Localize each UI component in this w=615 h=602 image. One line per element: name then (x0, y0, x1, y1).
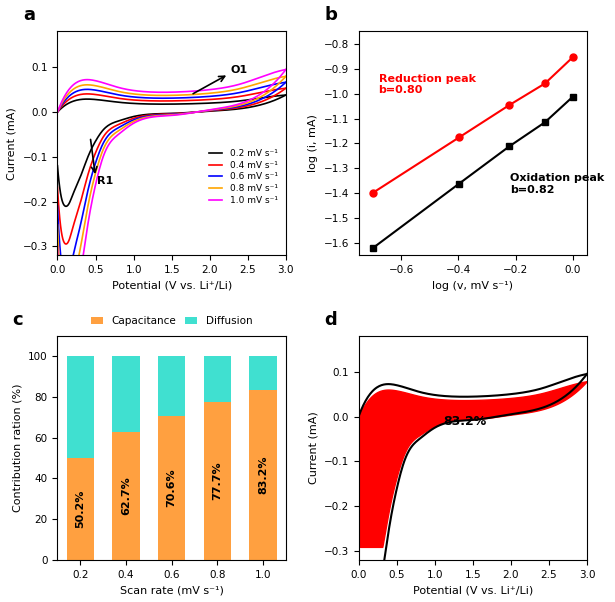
1.0 mV s⁻¹ (282, 66, 290, 73)
0.2 mV s⁻¹ (189, 100, 197, 107)
0.6 mV s⁻¹ (54, 108, 61, 116)
0.6 mV s⁻¹ (189, 94, 196, 101)
Bar (249, 391, 277, 560)
0.4 mV s⁻¹ (261, 88, 268, 95)
1.0 mV s⁻¹ (261, 72, 268, 79)
0.2 mV s⁻¹ (261, 94, 268, 101)
Bar (249, 356, 277, 391)
Text: 70.6%: 70.6% (167, 468, 177, 507)
Line: 1.0 mV s⁻¹: 1.0 mV s⁻¹ (57, 69, 286, 112)
0.4 mV s⁻¹ (55, 107, 62, 114)
0.2 mV s⁻¹ (282, 92, 290, 99)
X-axis label: Potential (V vs. Li⁺/Li): Potential (V vs. Li⁺/Li) (413, 585, 533, 595)
Text: 83.2%: 83.2% (443, 415, 487, 429)
Text: Reduction peak
b=0.80: Reduction peak b=0.80 (379, 74, 475, 95)
Bar (158, 416, 185, 560)
Line: 0.6 mV s⁻¹: 0.6 mV s⁻¹ (57, 82, 286, 112)
0.2 mV s⁻¹ (194, 100, 201, 107)
Bar (204, 356, 231, 402)
1.0 mV s⁻¹ (55, 107, 62, 114)
0.4 mV s⁻¹ (189, 97, 196, 104)
X-axis label: log (v, mV s⁻¹): log (v, mV s⁻¹) (432, 281, 514, 291)
1.0 mV s⁻¹ (189, 87, 197, 95)
Bar (158, 356, 185, 416)
0.4 mV s⁻¹ (194, 96, 201, 104)
Line: 0.4 mV s⁻¹: 0.4 mV s⁻¹ (57, 88, 286, 112)
0.8 mV s⁻¹ (246, 82, 253, 90)
Text: Oxidation peak
b=0.82: Oxidation peak b=0.82 (510, 173, 604, 195)
0.6 mV s⁻¹ (55, 107, 62, 114)
0.4 mV s⁻¹ (246, 91, 253, 98)
Legend: 0.2 mV s⁻¹, 0.4 mV s⁻¹, 0.6 mV s⁻¹, 0.8 mV s⁻¹, 1.0 mV s⁻¹: 0.2 mV s⁻¹, 0.4 mV s⁻¹, 0.6 mV s⁻¹, 0.8 … (205, 146, 281, 208)
0.4 mV s⁻¹ (282, 85, 290, 92)
0.2 mV s⁻¹ (189, 100, 196, 107)
X-axis label: Potential (V vs. Li⁺/Li): Potential (V vs. Li⁺/Li) (111, 281, 232, 291)
Bar (113, 432, 140, 560)
0.6 mV s⁻¹ (282, 79, 290, 86)
Legend: Capacitance, Diffusion: Capacitance, Diffusion (87, 312, 256, 330)
Text: 50.2%: 50.2% (75, 489, 85, 528)
0.2 mV s⁻¹ (55, 108, 62, 115)
1.0 mV s⁻¹ (246, 77, 253, 84)
0.8 mV s⁻¹ (261, 78, 268, 85)
Y-axis label: Current (mA): Current (mA) (308, 412, 318, 484)
0.6 mV s⁻¹ (194, 93, 201, 101)
Y-axis label: log (i, mA): log (i, mA) (308, 114, 318, 172)
Text: b: b (324, 6, 337, 24)
Line: 0.2 mV s⁻¹: 0.2 mV s⁻¹ (57, 95, 286, 112)
Text: c: c (12, 311, 22, 329)
1.0 mV s⁻¹ (194, 87, 201, 95)
Text: 77.7%: 77.7% (212, 461, 222, 500)
Text: R1: R1 (97, 176, 113, 185)
Bar (66, 356, 94, 458)
0.8 mV s⁻¹ (55, 107, 62, 114)
Bar (204, 402, 231, 560)
Text: 83.2%: 83.2% (258, 456, 268, 494)
X-axis label: Scan rate (mV s⁻¹): Scan rate (mV s⁻¹) (120, 585, 224, 595)
0.8 mV s⁻¹ (282, 73, 290, 80)
1.0 mV s⁻¹ (54, 108, 61, 116)
0.8 mV s⁻¹ (54, 108, 61, 116)
Y-axis label: Current (mA): Current (mA) (7, 107, 17, 180)
0.6 mV s⁻¹ (246, 87, 253, 94)
Text: 62.7%: 62.7% (121, 477, 131, 515)
Bar (66, 458, 94, 560)
Bar (113, 356, 140, 432)
0.4 mV s⁻¹ (54, 108, 61, 116)
Line: 0.8 mV s⁻¹: 0.8 mV s⁻¹ (57, 76, 286, 112)
Text: O1: O1 (230, 65, 247, 75)
1.0 mV s⁻¹ (189, 87, 196, 95)
0.2 mV s⁻¹ (246, 96, 253, 103)
0.4 mV s⁻¹ (189, 97, 197, 104)
Text: d: d (324, 311, 337, 329)
Y-axis label: Contribution ration (%): Contribution ration (%) (12, 383, 23, 512)
0.6 mV s⁻¹ (189, 94, 197, 101)
0.8 mV s⁻¹ (189, 91, 197, 98)
0.8 mV s⁻¹ (194, 91, 201, 98)
0.8 mV s⁻¹ (189, 91, 196, 98)
0.2 mV s⁻¹ (54, 108, 61, 116)
Text: a: a (23, 6, 35, 24)
0.6 mV s⁻¹ (261, 83, 268, 90)
